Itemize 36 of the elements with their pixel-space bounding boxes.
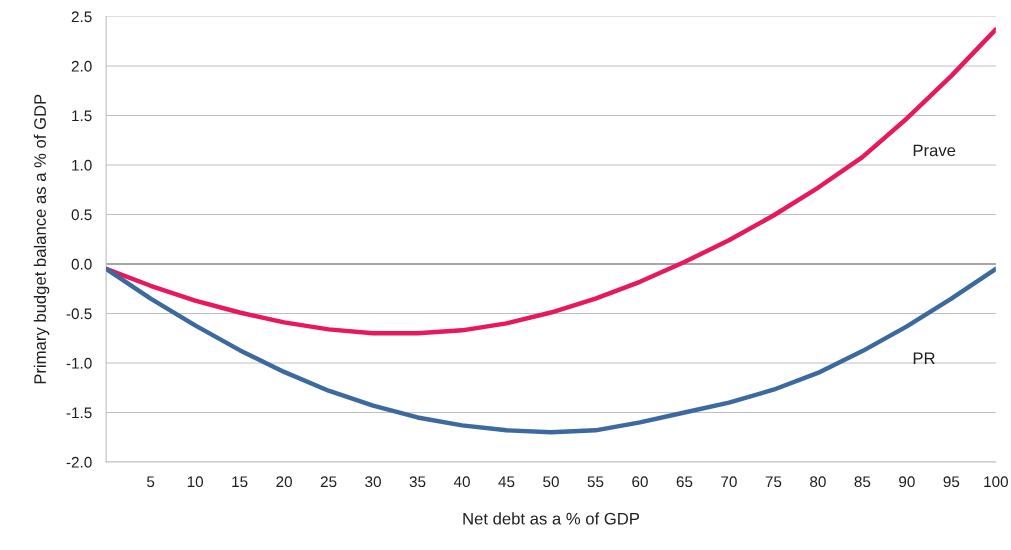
y-tick-label: -1.0	[66, 357, 92, 369]
x-tick-label: 60	[632, 476, 648, 488]
x-tick-label: 75	[765, 476, 782, 488]
x-tick-label: 30	[365, 476, 381, 488]
x-tick-label: 10	[187, 476, 204, 488]
x-tick-label: 95	[943, 476, 960, 488]
series-label: PR	[913, 352, 935, 365]
y-tick-label: 1.5	[72, 110, 92, 122]
x-tick-label: 25	[320, 476, 337, 488]
line-series	[106, 27, 996, 336]
y-axis-title: Primary budget balance as a % of GDP	[33, 94, 50, 384]
x-tick-label: 90	[899, 476, 915, 488]
x-tick-label: 100	[984, 476, 1008, 488]
x-tick-label: 35	[409, 476, 426, 488]
x-tick-label: 50	[543, 476, 559, 488]
y-tick-label: 2.5	[71, 11, 92, 23]
x-tick-label: 15	[232, 476, 248, 488]
x-tick-label: 40	[453, 476, 470, 488]
x-tick-label: 55	[587, 476, 604, 488]
y-tick-label: 2.0	[71, 60, 92, 72]
line-series	[106, 266, 996, 435]
y-tick-label: 0.0	[71, 258, 92, 270]
x-axis-title: Net debt as a % of GDP	[463, 512, 640, 525]
y-tick-label: 0.5	[71, 209, 92, 221]
x-tick-label: 70	[721, 476, 737, 488]
series-label: Prave	[913, 144, 956, 157]
x-tick-label: 5	[147, 476, 155, 488]
x-tick-label: 65	[676, 476, 693, 488]
y-tick-label: -2.0	[66, 456, 92, 468]
x-tick-label: 45	[498, 476, 515, 488]
x-tick-label: 85	[854, 476, 871, 488]
x-tick-label: 20	[276, 476, 292, 488]
y-tick-label: -1.5	[66, 407, 92, 419]
y-tick-label: 1.0	[72, 159, 92, 171]
y-tick-label: -0.5	[66, 308, 92, 320]
x-tick-label: 80	[810, 476, 826, 488]
